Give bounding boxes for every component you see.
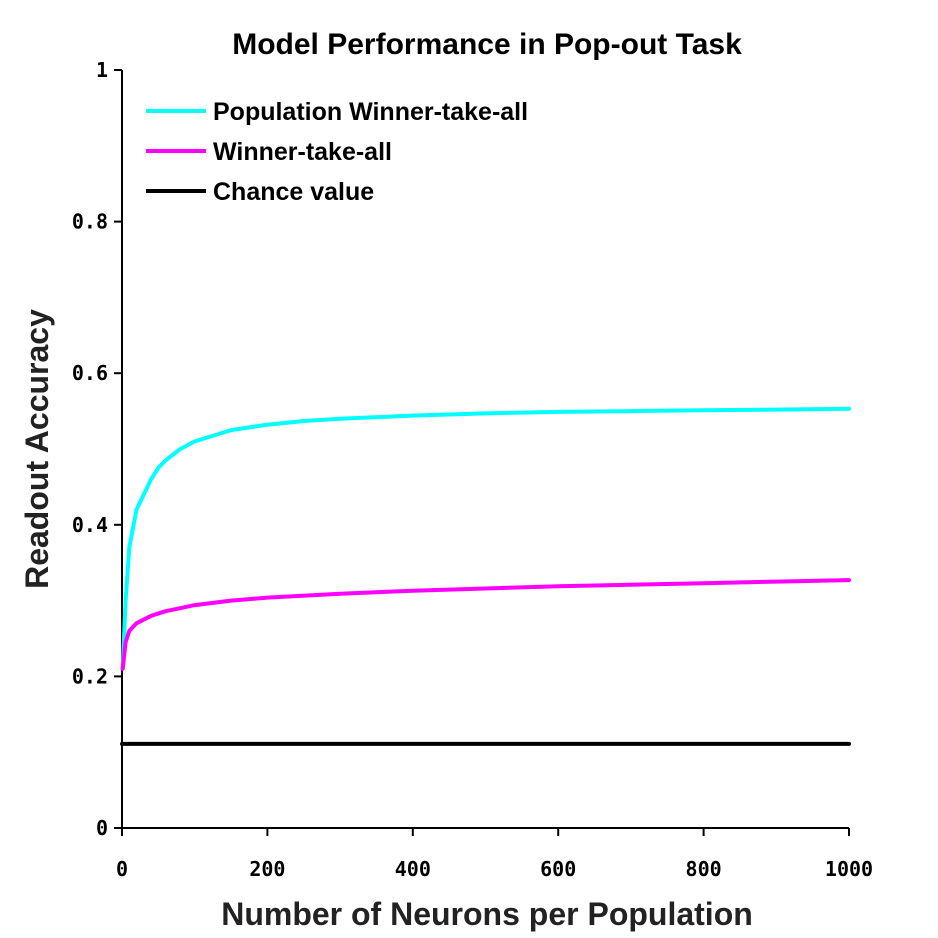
series-line-0 [120, 406, 851, 671]
x-tick-label: 200 [249, 857, 285, 881]
x-tick-label: 0 [116, 857, 128, 881]
x-ticks: 0 200 400 600 800 1000 [116, 828, 873, 881]
legend-label: Population Winner-take-all [213, 98, 528, 126]
series-lines [120, 406, 851, 746]
x-tick-label: 800 [686, 857, 722, 881]
y-tick-label: 0 [96, 816, 108, 840]
legend-label: Winner-take-all [213, 138, 392, 166]
chart-title: Model Performance in Pop-out Task [232, 28, 742, 61]
legend: Population Winner-take-all Winner-take-al… [146, 98, 528, 206]
y-axis-label: Readout Accuracy [19, 309, 55, 589]
y-tick-label: 0.8 [72, 210, 108, 234]
axes [121, 70, 849, 829]
y-tick-label: 0.4 [72, 513, 108, 537]
series-line-1 [120, 578, 851, 671]
x-tick-label: 400 [395, 857, 431, 881]
x-axis-label: Number of Neurons per Population [221, 896, 753, 932]
x-tick-label: 1000 [825, 857, 873, 881]
y-tick-label: 0.6 [72, 361, 108, 385]
y-tick-label: 1 [96, 58, 108, 82]
legend-label: Chance value [213, 178, 374, 206]
x-tick-label: 600 [540, 857, 576, 881]
y-ticks: 0 0.2 0.4 0.6 0.8 1 [72, 58, 122, 840]
y-tick-label: 0.2 [72, 664, 108, 688]
